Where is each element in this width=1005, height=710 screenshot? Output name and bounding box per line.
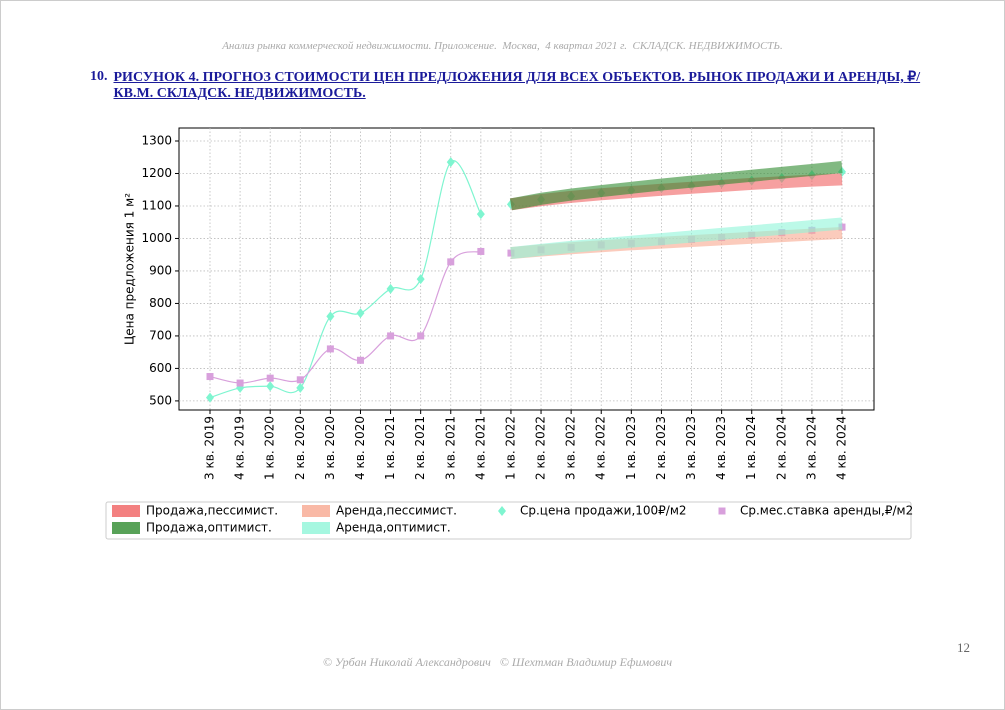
legend-label: Продажа,пессимист.: [146, 504, 278, 518]
data-point: [266, 381, 275, 392]
footer: © Урбан Николай Александрович © Шехтман …: [322, 655, 673, 669]
legend-swatch: [302, 505, 330, 517]
y-tick-label: 700: [149, 328, 172, 342]
x-tick-label: 4 кв. 2021: [473, 416, 487, 480]
x-tick-label: 3 кв. 2022: [564, 416, 578, 480]
caption-number: 10.: [90, 69, 108, 84]
x-tick-label: 4 кв. 2022: [594, 416, 608, 480]
data-point: [386, 283, 395, 294]
data-point: [356, 356, 364, 364]
data-point: [206, 392, 214, 403]
x-tick-label: 3 кв. 2024: [804, 416, 818, 480]
data-point: [477, 247, 485, 255]
y-tick-label: 500: [149, 393, 172, 407]
caption-text: РИСУНОК 4. ПРОГНОЗ СТОИМОСТИ ЦЕН ПРЕДЛОЖ…: [113, 70, 921, 101]
legend-marker: [498, 506, 506, 516]
y-tick-label: 1100: [141, 198, 172, 212]
plot-frame: [178, 127, 875, 411]
y-tick-label: 900: [149, 263, 172, 277]
legend-swatch: [112, 505, 140, 517]
legend-label: Аренда,оптимист.: [336, 521, 451, 535]
series-line: [209, 250, 482, 384]
y-axis-label: Цена предложения 1 м²: [123, 193, 137, 345]
data-point: [296, 382, 305, 393]
x-tick-label: 2 кв. 2024: [774, 416, 788, 480]
x-tick-label: 2 кв. 2023: [654, 416, 668, 480]
x-tick-label: 3 кв. 2023: [684, 416, 698, 480]
y-tick-label: 1000: [141, 231, 172, 245]
x-tick-label: 1 кв. 2021: [383, 416, 397, 480]
x-tick-label: 2 кв. 2021: [413, 416, 427, 480]
x-tick-label: 1 кв. 2024: [744, 416, 758, 480]
data-point: [387, 332, 395, 340]
legend-label: Аренда,пессимист.: [336, 504, 457, 518]
x-tick-label: 4 кв. 2019: [233, 416, 247, 480]
y-tick-label: 800: [149, 296, 172, 310]
data-point: [326, 345, 334, 353]
forecast-band: [509, 161, 843, 211]
y-tick-label: 1300: [141, 133, 172, 147]
data-point: [447, 258, 455, 266]
page-number: 12: [957, 640, 970, 655]
data-point: [417, 332, 425, 340]
data-point: [296, 376, 304, 384]
caption: 10. РИСУНОК 4. ПРОГНОЗ СТОИМОСТИ ЦЕН ПРЕД…: [90, 69, 940, 102]
legend-label: Ср.цена продажи,100₽/м2: [520, 504, 687, 518]
x-tick-label: 1 кв. 2020: [263, 416, 277, 480]
data-point: [476, 209, 485, 220]
legend-marker: [718, 507, 726, 515]
x-tick-label: 2 кв. 2022: [534, 416, 548, 480]
data-point: [326, 311, 335, 322]
data-point: [236, 379, 244, 387]
legend-swatch: [112, 522, 140, 534]
data-point: [416, 274, 425, 285]
x-tick-label: 2 кв. 2020: [293, 416, 307, 480]
x-tick-label: 3 кв. 2020: [323, 416, 337, 480]
x-tick-label: 1 кв. 2023: [624, 416, 638, 480]
legend-swatch: [302, 522, 330, 534]
x-tick-label: 3 кв. 2019: [203, 416, 217, 480]
forecast-band: [510, 217, 843, 260]
x-tick-label: 4 кв. 2024: [835, 416, 849, 480]
series-line: [209, 160, 482, 399]
y-tick-label: 600: [149, 361, 172, 375]
x-tick-label: 3 кв. 2021: [443, 416, 457, 480]
data-point: [446, 157, 455, 168]
legend-label: Ср.мес.ставка аренды,₽/м2: [740, 504, 913, 518]
legend-label: Продажа,оптимист.: [146, 521, 272, 535]
x-tick-label: 4 кв. 2023: [714, 416, 728, 480]
data-point: [356, 308, 365, 319]
data-point: [206, 373, 214, 381]
header: Анализ рынка коммерческой недвижимости. …: [222, 40, 783, 52]
y-tick-label: 1200: [141, 166, 172, 180]
x-tick-label: 1 кв. 2022: [503, 416, 517, 480]
x-tick-label: 4 кв. 2020: [353, 416, 367, 480]
data-point: [266, 374, 274, 382]
